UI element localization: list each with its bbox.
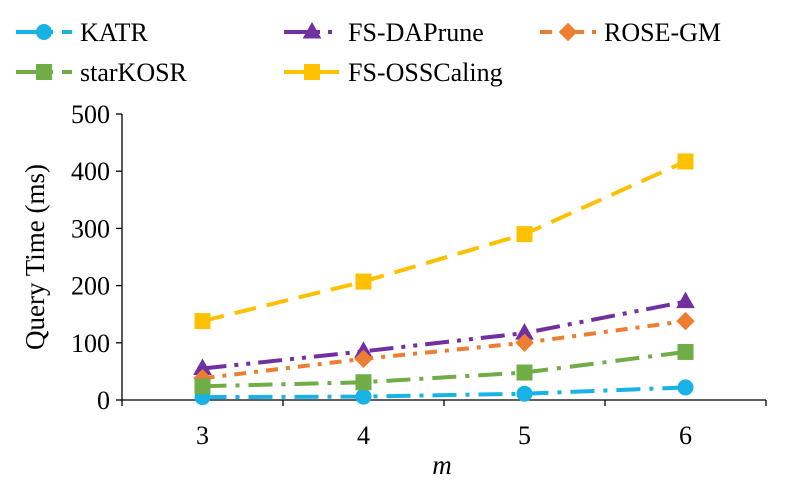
legend-marker (36, 24, 52, 40)
axes: 0 100 200 300 400 500 3 4 5 6 (71, 100, 767, 450)
data-point-katr (516, 385, 533, 402)
y-tick-label: 500 (71, 100, 110, 129)
legend-marker (304, 64, 320, 80)
legend-item-starkosr: starKOSR (16, 58, 188, 87)
data-point-fs-daprune (676, 291, 695, 309)
y-tick-label: 400 (71, 157, 110, 186)
x-tick-label: 3 (196, 421, 209, 450)
legend-label: FS-DAPrune (348, 18, 484, 47)
data-point-katr (677, 379, 694, 396)
data-point-starkosr (677, 343, 694, 360)
y-tick-label: 300 (71, 214, 110, 243)
legend-label: starKOSR (80, 58, 188, 87)
series-line-starkosr (202, 349, 686, 389)
data-point-starkosr (194, 378, 211, 395)
legend-marker (36, 64, 52, 80)
series-layer (193, 153, 695, 406)
series-starkosr (194, 343, 694, 395)
data-point-fs-osscaling (516, 226, 533, 243)
series-fs-daprune (193, 291, 695, 376)
x-tick-label: 6 (679, 421, 692, 450)
legend-item-rose-gm: ROSE-GM (540, 18, 721, 47)
y-axis-title: Query Time (ms) (20, 164, 50, 350)
data-point-katr (355, 388, 372, 405)
data-point-fs-osscaling (355, 273, 372, 290)
y-tick-label: 200 (71, 272, 110, 301)
x-tick-label: 5 (518, 421, 531, 450)
x-tick-label: 4 (357, 421, 370, 450)
legend-item-fs-osscaling: FS-OSSCaling (284, 58, 503, 87)
series-line-fs-daprune (202, 299, 686, 371)
legend-label: KATR (80, 18, 149, 47)
legend-marker (302, 21, 322, 39)
series-line-fs-osscaling (202, 159, 687, 324)
series-line-rose-gm (202, 319, 686, 381)
series-fs-osscaling (194, 153, 694, 330)
series-line-katr (202, 385, 686, 400)
data-point-fs-osscaling (194, 313, 211, 330)
y-tick-label: 100 (71, 329, 110, 358)
legend-label: FS-OSSCaling (348, 58, 503, 87)
legend-marker (558, 22, 578, 42)
y-tick-label: 0 (97, 386, 110, 415)
legend-item-fs-daprune: FS-DAPrune (284, 18, 484, 47)
data-point-fs-osscaling (677, 153, 694, 170)
legend-item-katr: KATR (16, 18, 149, 47)
data-point-rose-gm (676, 311, 695, 331)
data-point-starkosr (355, 374, 372, 391)
legend: KATR FS-DAPrune ROSE-GM starKOSR FS-OSSCalin… (16, 18, 721, 87)
legend-label: ROSE-GM (604, 18, 721, 47)
data-point-rose-gm (354, 349, 373, 369)
data-point-rose-gm (515, 333, 534, 353)
x-axis-title: m (432, 450, 452, 480)
data-point-starkosr (516, 364, 533, 381)
